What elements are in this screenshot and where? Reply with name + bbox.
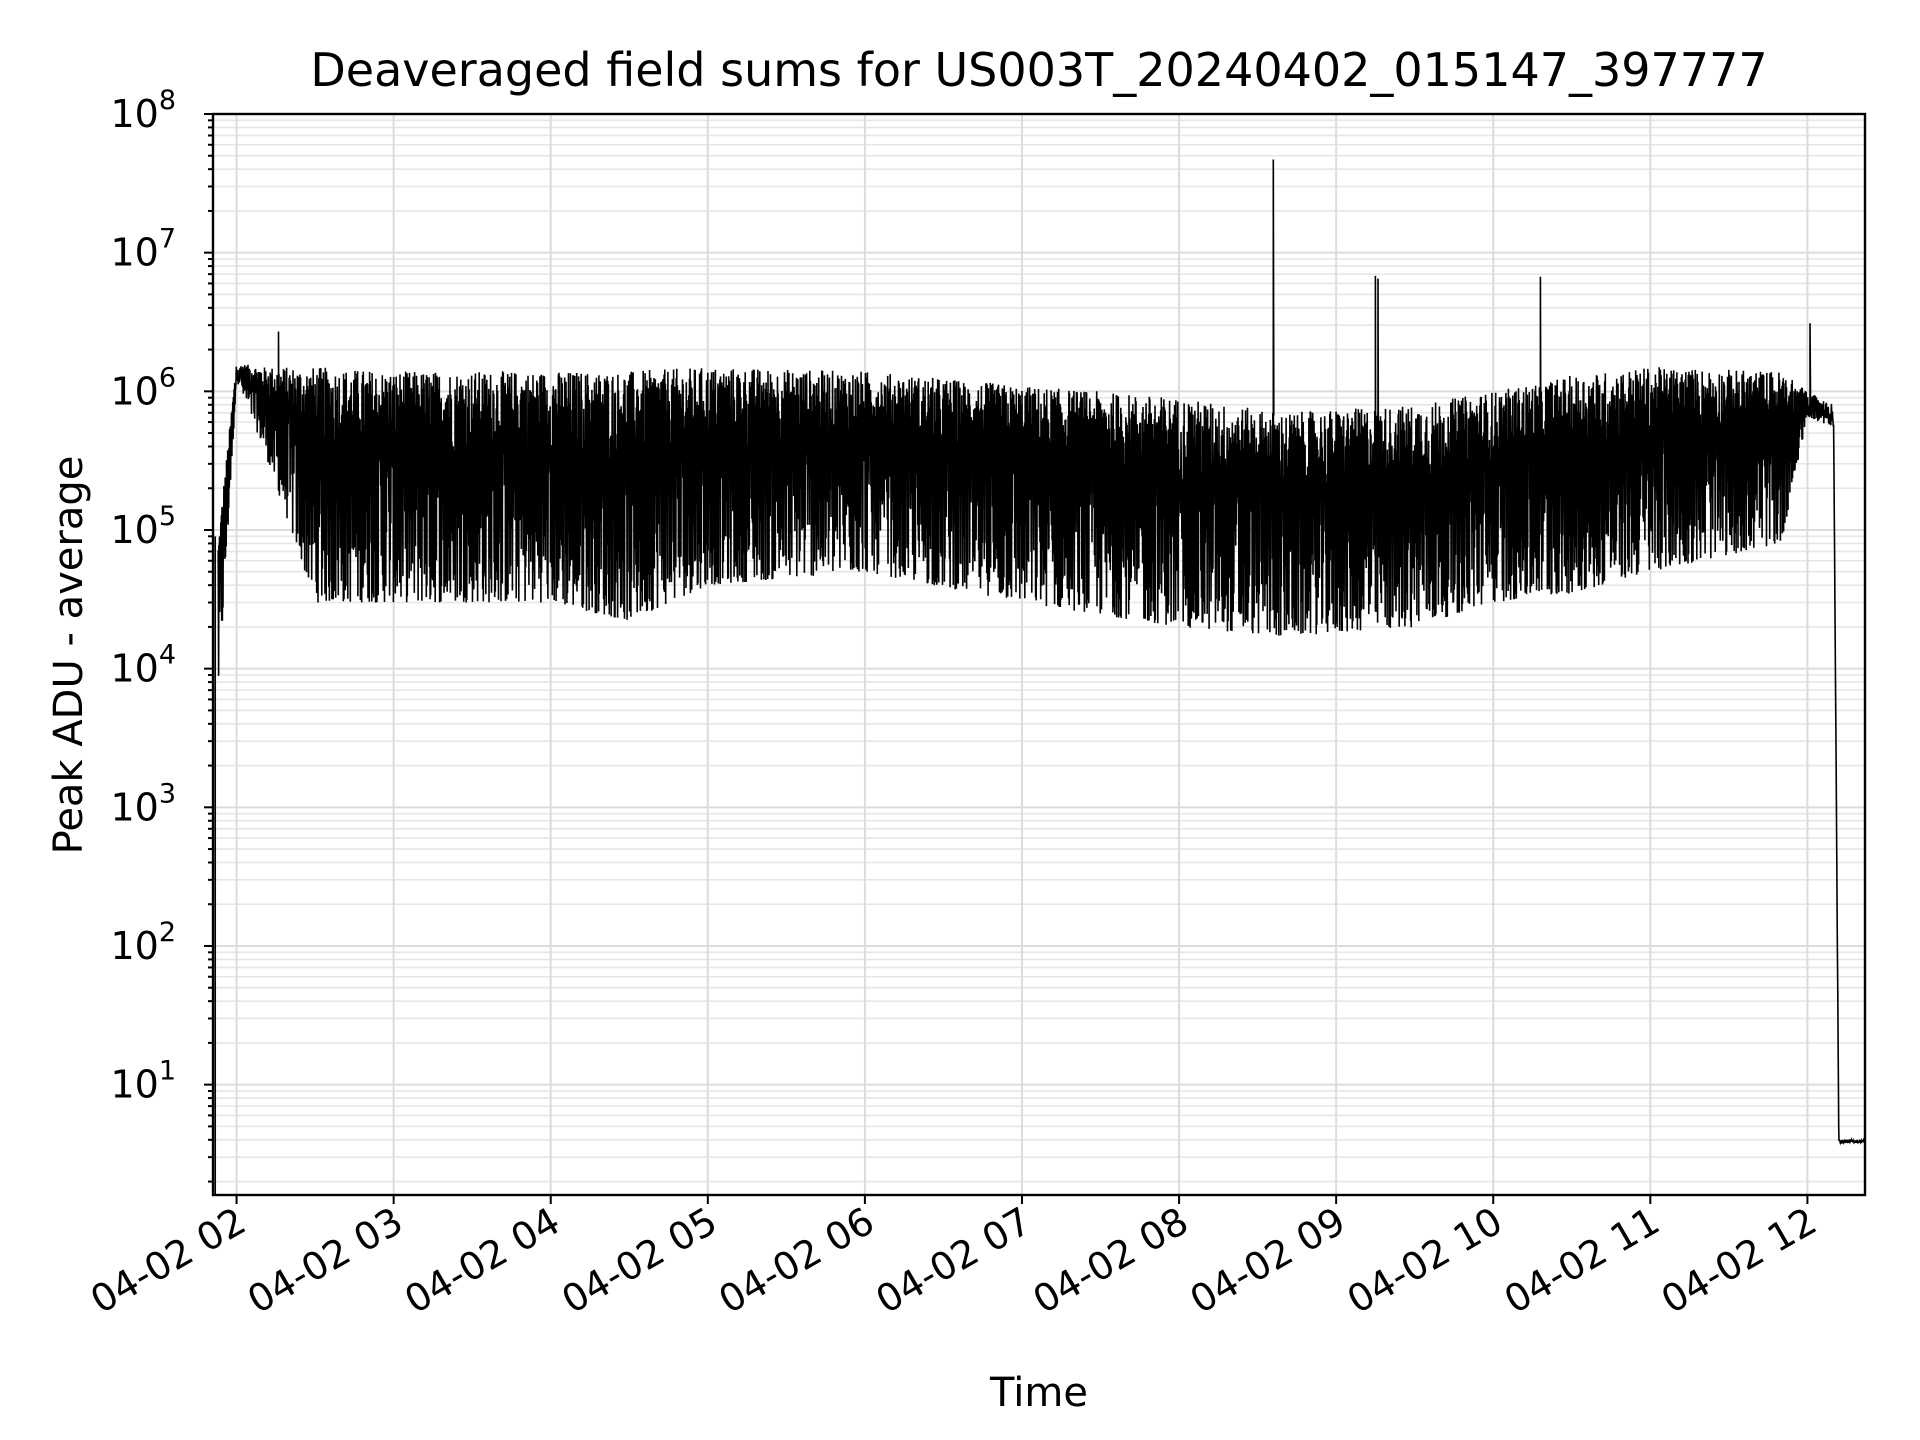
- y-axis-label: Peak ADU - average: [46, 456, 92, 855]
- y-axis: 101 102 103 104 105 106 107 108: [110, 85, 213, 1183]
- x-tick-label: 04-02 08: [1026, 1199, 1196, 1323]
- x-tick-label: 04-02 02: [83, 1199, 253, 1323]
- plot-frame: [211, 112, 1867, 1197]
- x-tick-label: 04-02 05: [554, 1199, 724, 1323]
- x-tick-label: 04-02 07: [869, 1199, 1039, 1323]
- x-tick-label: 04-02 12: [1654, 1199, 1824, 1323]
- x-axis-label: Time: [989, 1370, 1088, 1416]
- y-tick-label: 104: [110, 640, 176, 691]
- y-tick-label: 102: [110, 917, 176, 968]
- grid: [213, 113, 1865, 1195]
- y-tick-label: 107: [110, 224, 176, 275]
- y-tick-label: 101: [110, 1056, 176, 1107]
- y-tick-label: 105: [110, 501, 176, 552]
- x-tick-label: 04-02 04: [397, 1199, 567, 1323]
- x-tick-label: 04-02 11: [1497, 1199, 1667, 1323]
- series-layer: [214, 159, 1866, 1195]
- y-tick-label: 108: [110, 85, 176, 136]
- y-tick-label: 106: [110, 362, 176, 413]
- series-line: [217, 159, 1866, 1146]
- chart-title: Deaveraged field sums for US003T_2024040…: [310, 43, 1767, 97]
- x-tick-label: 04-02 06: [711, 1199, 881, 1323]
- x-tick-label: 04-02 03: [240, 1199, 410, 1323]
- x-tick-label: 04-02 10: [1340, 1199, 1510, 1323]
- y-tick-label: 103: [110, 778, 176, 829]
- x-tick-label: 04-02 09: [1183, 1199, 1353, 1323]
